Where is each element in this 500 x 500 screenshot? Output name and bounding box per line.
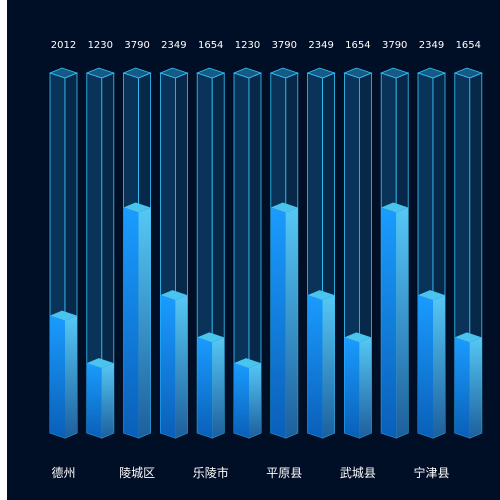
- category-label: 陵城区: [119, 466, 155, 480]
- track-top: [196, 67, 226, 79]
- chart-panel: 2012 1230 3790 2349 1654 1230 3790 2349 1654 3790…: [7, 0, 500, 500]
- bar-front: [123, 207, 139, 438]
- bar-front: [197, 337, 213, 438]
- value-label: 2012: [51, 40, 76, 51]
- value-label: 2349: [308, 40, 333, 51]
- bar-side: [322, 295, 335, 438]
- bar-cap: [234, 358, 261, 369]
- bar-side: [65, 315, 77, 438]
- bar-side: [433, 295, 445, 438]
- category-labels: 德州 陵城区 乐陵市 平原县 武城县 宁津县: [51, 465, 449, 480]
- bar-cap: [454, 332, 482, 343]
- bar-cap: [381, 202, 409, 213]
- bar: [123, 202, 151, 438]
- value-labels: 2012 1230 3790 2349 1654 1230 3790 2349 1654 3790…: [51, 40, 481, 51]
- track-top: [122, 67, 152, 79]
- bar-side: [249, 363, 261, 438]
- bar-front: [234, 363, 249, 438]
- bar-front: [344, 337, 360, 438]
- bar: [381, 202, 409, 438]
- value-label: 1654: [345, 40, 370, 51]
- bar-front: [86, 363, 102, 438]
- bar: [160, 290, 188, 438]
- value-label: 1230: [88, 40, 113, 51]
- value-label: 1654: [456, 40, 481, 51]
- bar-cap: [86, 358, 114, 369]
- track-top: [48, 67, 79, 79]
- bar: [418, 290, 445, 438]
- bar-front: [50, 315, 65, 438]
- category-label: 德州: [51, 465, 75, 480]
- bar-side: [359, 337, 372, 438]
- bar-cap: [50, 310, 77, 321]
- bar-chart: 2012 1230 3790 2349 1654 1230 3790 2349 1654 3790…: [48, 40, 483, 480]
- bars: [50, 202, 482, 438]
- bar-cap: [307, 290, 335, 301]
- bar-side: [175, 295, 188, 438]
- category-label: 宁津县: [413, 465, 449, 480]
- bar-cap: [344, 332, 372, 343]
- category-label: 武城县: [340, 466, 376, 480]
- track-top: [159, 67, 189, 79]
- bar: [234, 358, 261, 438]
- bar-cap: [418, 290, 445, 301]
- track-top: [453, 67, 483, 79]
- track-top: [85, 67, 115, 79]
- bar-side: [101, 363, 114, 438]
- value-label: 2349: [419, 40, 444, 51]
- bar-cap: [270, 202, 298, 213]
- bar-cap: [197, 332, 225, 343]
- bar: [270, 202, 298, 438]
- bar-front: [454, 337, 470, 438]
- bar-side: [285, 207, 298, 438]
- track-top: [269, 67, 299, 79]
- bar: [86, 358, 114, 438]
- bar: [344, 332, 372, 438]
- bar-cap: [160, 290, 188, 301]
- bar: [197, 332, 225, 438]
- category-label: 乐陵市: [193, 465, 229, 480]
- bar-side: [396, 207, 409, 438]
- bar-tracks: [48, 67, 483, 439]
- category-label: 平原县: [266, 466, 302, 480]
- value-label: 3790: [382, 40, 407, 51]
- bar-side: [138, 207, 151, 438]
- bar-track: [85, 67, 115, 439]
- bar: [454, 332, 482, 438]
- bar-front: [418, 295, 433, 438]
- track-top: [416, 67, 447, 79]
- bar: [307, 290, 335, 438]
- bar-side: [469, 337, 482, 438]
- value-label: 1654: [198, 40, 223, 51]
- track-top: [306, 67, 336, 79]
- value-label: 2349: [161, 40, 186, 51]
- bar-front: [381, 207, 397, 438]
- value-label: 3790: [124, 40, 149, 51]
- bar: [50, 310, 77, 438]
- track-top: [343, 67, 373, 79]
- bar-cap: [123, 202, 151, 213]
- track-top: [380, 67, 410, 79]
- bar-front: [270, 207, 286, 438]
- bar-front: [160, 295, 176, 438]
- bar-side: [212, 337, 225, 438]
- value-label: 3790: [272, 40, 297, 51]
- value-label: 1230: [235, 40, 260, 51]
- bar-front: [307, 295, 323, 438]
- track-top: [232, 67, 263, 79]
